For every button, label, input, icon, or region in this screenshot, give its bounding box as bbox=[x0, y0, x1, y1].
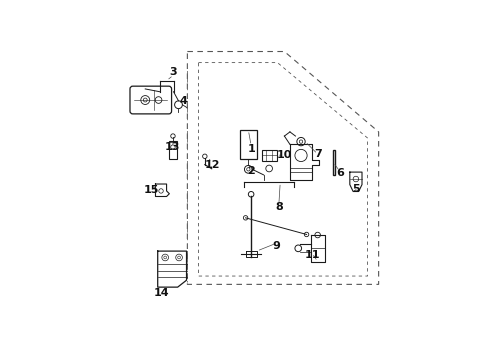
Text: 13: 13 bbox=[165, 142, 180, 152]
Text: 8: 8 bbox=[275, 202, 283, 212]
Text: 2: 2 bbox=[247, 166, 255, 176]
Text: 10: 10 bbox=[277, 150, 292, 161]
Bar bbox=[169, 141, 177, 159]
Text: 4: 4 bbox=[179, 96, 187, 107]
Bar bbox=[333, 150, 335, 175]
Bar bbox=[262, 150, 277, 161]
Bar bbox=[240, 130, 257, 159]
Text: 7: 7 bbox=[314, 149, 321, 159]
Text: 1: 1 bbox=[247, 144, 255, 153]
Text: 14: 14 bbox=[153, 288, 169, 298]
Text: 12: 12 bbox=[204, 160, 220, 170]
Text: 5: 5 bbox=[353, 184, 360, 194]
Text: 6: 6 bbox=[336, 168, 344, 179]
Text: 9: 9 bbox=[272, 240, 280, 251]
Text: 15: 15 bbox=[144, 185, 159, 195]
Text: 3: 3 bbox=[170, 67, 177, 77]
Text: 11: 11 bbox=[304, 250, 320, 260]
